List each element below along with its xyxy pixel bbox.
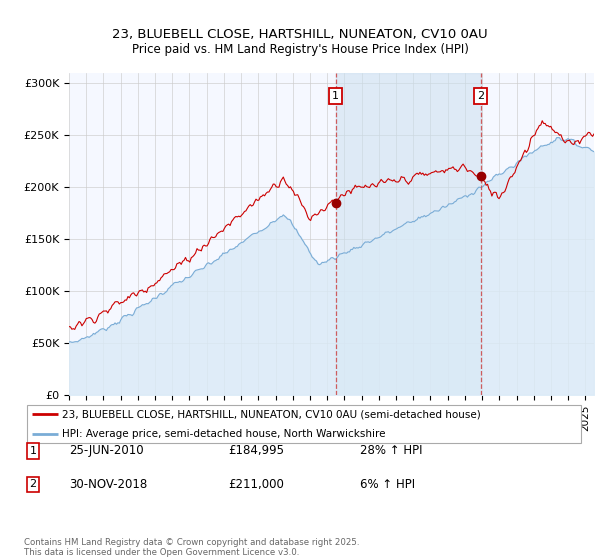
Text: 1: 1 bbox=[29, 446, 37, 456]
Bar bbox=[335, 73, 481, 395]
Text: 23, BLUEBELL CLOSE, HARTSHILL, NUNEATON, CV10 0AU (semi-detached house): 23, BLUEBELL CLOSE, HARTSHILL, NUNEATON,… bbox=[62, 409, 481, 419]
Text: 30-NOV-2018: 30-NOV-2018 bbox=[69, 478, 147, 491]
Text: 25-JUN-2010: 25-JUN-2010 bbox=[69, 444, 143, 458]
Text: 23, BLUEBELL CLOSE, HARTSHILL, NUNEATON, CV10 0AU: 23, BLUEBELL CLOSE, HARTSHILL, NUNEATON,… bbox=[112, 28, 488, 41]
Text: 28% ↑ HPI: 28% ↑ HPI bbox=[360, 444, 422, 458]
Text: 2: 2 bbox=[477, 91, 484, 101]
Text: £184,995: £184,995 bbox=[228, 444, 284, 458]
FancyBboxPatch shape bbox=[27, 405, 581, 443]
Text: 2: 2 bbox=[29, 479, 37, 489]
Text: £211,000: £211,000 bbox=[228, 478, 284, 491]
Text: 6% ↑ HPI: 6% ↑ HPI bbox=[360, 478, 415, 491]
Text: 1: 1 bbox=[332, 91, 339, 101]
Text: Contains HM Land Registry data © Crown copyright and database right 2025.
This d: Contains HM Land Registry data © Crown c… bbox=[24, 538, 359, 557]
Text: Price paid vs. HM Land Registry's House Price Index (HPI): Price paid vs. HM Land Registry's House … bbox=[131, 43, 469, 56]
Text: HPI: Average price, semi-detached house, North Warwickshire: HPI: Average price, semi-detached house,… bbox=[62, 430, 386, 439]
